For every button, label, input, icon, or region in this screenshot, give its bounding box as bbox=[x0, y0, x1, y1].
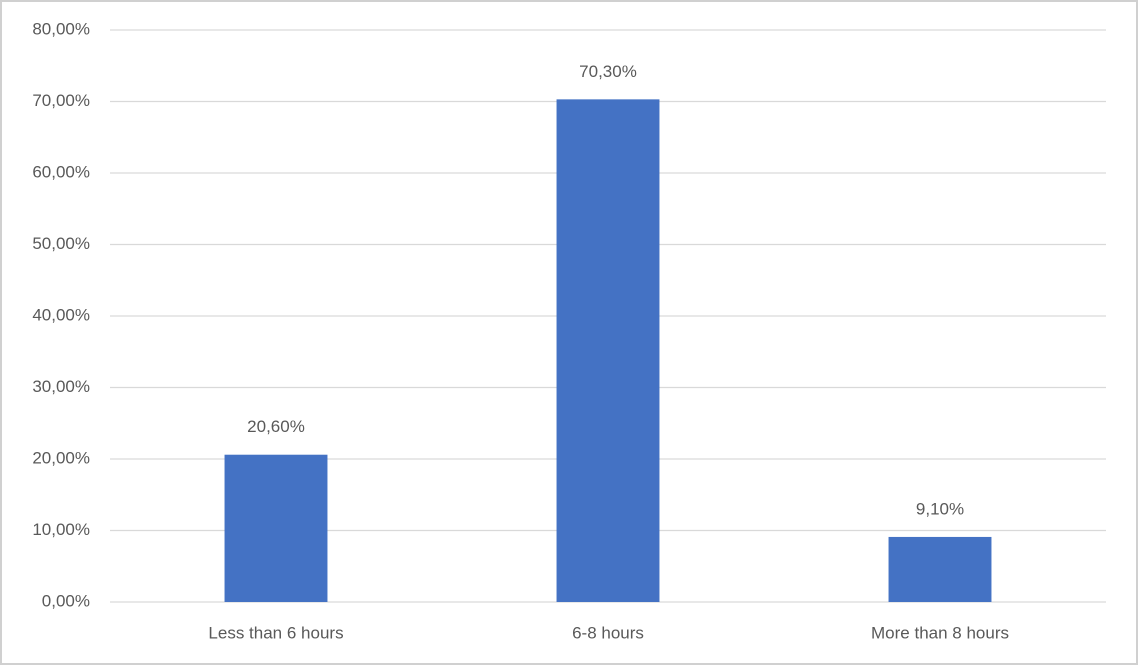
y-tick-label: 80,00% bbox=[32, 19, 90, 38]
y-tick-label: 20,00% bbox=[32, 448, 90, 467]
x-tick-label: Less than 6 hours bbox=[208, 623, 343, 642]
y-tick-label: 70,00% bbox=[32, 91, 90, 110]
data-label: 9,10% bbox=[916, 499, 964, 518]
y-tick-label: 50,00% bbox=[32, 234, 90, 253]
bar bbox=[556, 99, 660, 602]
y-tick-label: 0,00% bbox=[42, 591, 90, 610]
x-tick-label: More than 8 hours bbox=[871, 623, 1009, 642]
y-tick-label: 40,00% bbox=[32, 305, 90, 324]
y-tick-label: 30,00% bbox=[32, 377, 90, 396]
data-label: 70,30% bbox=[579, 62, 637, 81]
y-tick-label: 60,00% bbox=[32, 162, 90, 181]
bar bbox=[888, 536, 992, 602]
data-label: 20,60% bbox=[247, 417, 305, 436]
x-tick-label: 6-8 hours bbox=[572, 623, 644, 642]
bar bbox=[224, 454, 328, 602]
y-tick-label: 10,00% bbox=[32, 520, 90, 539]
